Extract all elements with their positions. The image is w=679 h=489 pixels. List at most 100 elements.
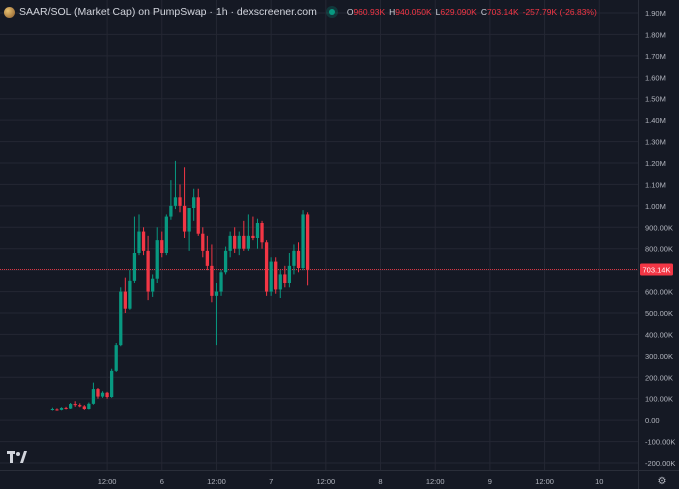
- ohlc-key-high: H: [389, 7, 396, 17]
- candle-body: [155, 240, 159, 279]
- candle-body: [205, 250, 209, 266]
- candle-body: [305, 214, 310, 270]
- candle-body: [146, 250, 150, 292]
- y-tick-label: 1.50M: [645, 95, 666, 104]
- y-tick-label: 1.20M: [645, 159, 666, 168]
- tradingview-logo-icon[interactable]: [6, 448, 28, 466]
- candle-body: [73, 404, 77, 406]
- candle-body: [132, 253, 137, 281]
- ohlc-value-low: 629.090K: [440, 7, 477, 17]
- candle-body: [296, 250, 301, 268]
- y-tick-label: 800.00K: [645, 245, 673, 254]
- candle-body: [214, 291, 219, 296]
- candle-body: [114, 345, 118, 371]
- candle-body: [87, 403, 91, 409]
- ohlc-key-open: O: [346, 7, 354, 17]
- candle-body: [264, 242, 269, 292]
- y-tick-label: 1.40M: [645, 116, 666, 125]
- y-tick-label: -100.00K: [645, 438, 675, 447]
- candle-body: [292, 250, 296, 266]
- ohlc-values: O960.93K H940.050K L629.090K C703.14K -2…: [347, 7, 597, 17]
- candle-body: [178, 197, 182, 206]
- candle-body: [78, 405, 82, 407]
- y-tick-label: 1.30M: [645, 138, 666, 147]
- y-tick-label: 1.10M: [645, 180, 666, 189]
- chart-header: SAAR/SOL (Market Cap) on PumpSwap · 1h ·…: [4, 4, 597, 20]
- candle-body: [55, 409, 59, 411]
- candle-body: [119, 291, 123, 346]
- x-tick-label: 12:00: [207, 477, 226, 486]
- candle-body: [164, 216, 168, 253]
- candle-body: [283, 274, 287, 283]
- candle-body: [301, 214, 305, 268]
- candle-body: [169, 205, 173, 217]
- y-tick-label: 900.00K: [645, 223, 673, 232]
- y-tick-label: 500.00K: [645, 309, 673, 318]
- x-tick-label: 8: [378, 477, 382, 486]
- candle-body: [219, 272, 223, 292]
- candle-body: [287, 265, 292, 283]
- candle-body: [237, 235, 241, 249]
- candle-body: [59, 407, 64, 410]
- candle-body: [223, 250, 228, 273]
- candle-body: [251, 235, 255, 238]
- candle-body: [233, 235, 237, 249]
- y-tick-label: 1.60M: [645, 73, 666, 82]
- symbol-title: SAAR/SOL (Market Cap) on PumpSwap · 1h ·…: [19, 6, 317, 18]
- candle-body: [187, 208, 191, 232]
- candle-body: [192, 197, 196, 208]
- candle-body: [201, 233, 205, 251]
- ohlc-value-high: 940.050K: [395, 7, 432, 17]
- y-tick-label: 0.00: [645, 416, 660, 425]
- candle-body: [278, 274, 282, 290]
- y-tick-label: 1.00M: [645, 202, 666, 211]
- y-tick-label: 200.00K: [645, 373, 673, 382]
- candle-body: [260, 223, 264, 243]
- candle-body: [160, 240, 164, 253]
- y-tick-label: 1.80M: [645, 30, 666, 39]
- candle-body: [68, 404, 73, 409]
- x-tick-label: 12:00: [426, 477, 445, 486]
- candle-body: [141, 231, 146, 251]
- candle-body: [105, 392, 109, 397]
- candle-body: [123, 291, 127, 309]
- candle-body: [255, 223, 260, 238]
- candle-body: [246, 235, 251, 249]
- candle-body: [137, 231, 141, 253]
- coin-icon: [4, 6, 15, 18]
- candle-body: [228, 235, 232, 251]
- y-tick-label: 300.00K: [645, 352, 673, 361]
- y-tick-label: 100.00K: [645, 395, 673, 404]
- candle-body: [96, 389, 100, 397]
- candle-body: [182, 205, 187, 232]
- candle-body: [274, 261, 278, 290]
- candle-body: [210, 265, 214, 296]
- y-tick-label: 600.00K: [645, 288, 673, 297]
- candle-body: [173, 197, 178, 206]
- x-tick-label: 6: [160, 477, 164, 486]
- y-tick-label: 1.90M: [645, 9, 666, 18]
- candle-body: [242, 235, 246, 249]
- candle-body: [269, 261, 273, 292]
- last-price-label: 703.14K: [643, 265, 671, 274]
- y-tick-label: -200.00K: [645, 459, 675, 468]
- x-tick-label: 7: [269, 477, 273, 486]
- ohlc-key-close: C: [480, 7, 487, 17]
- y-tick-label: 400.00K: [645, 330, 673, 339]
- ohlc-key-low: L: [435, 7, 441, 17]
- ohlc-value-close: 703.14K: [486, 7, 519, 17]
- x-tick-label: 12:00: [98, 477, 117, 486]
- last-price-badge: [640, 263, 673, 276]
- x-tick-label: 12:00: [535, 477, 554, 486]
- status-dot-icon: [325, 6, 338, 18]
- candle-body: [100, 392, 105, 397]
- ohlc-value-open: 960.93K: [353, 7, 386, 17]
- y-tick-label: 1.70M: [645, 52, 666, 61]
- candle-body: [196, 197, 200, 234]
- candle-body: [128, 280, 132, 309]
- settings-gear-icon[interactable]: ⚙: [657, 476, 667, 487]
- candle-body: [82, 406, 86, 409]
- x-tick-label: 12:00: [316, 477, 335, 486]
